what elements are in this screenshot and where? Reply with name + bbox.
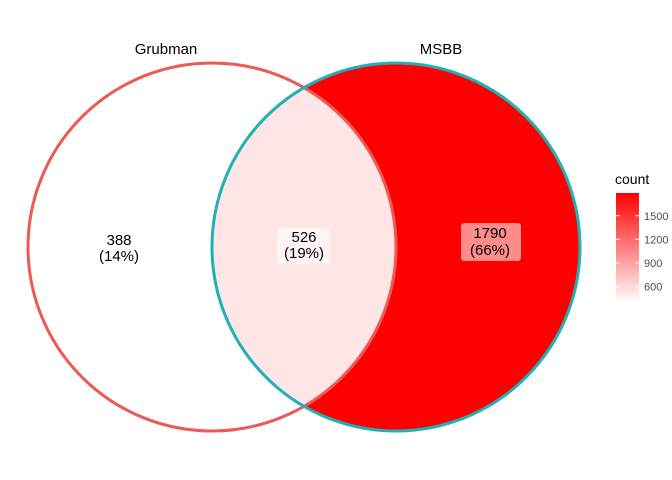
legend-tick-label-3: 1500 (644, 211, 668, 223)
circle-outline-grubman (26, 61, 398, 433)
region-count-msbb-only: 1790 (473, 225, 506, 242)
legend-title: count (615, 171, 649, 187)
legend-tick-label-1: 900 (644, 258, 662, 270)
region-fill-overlap (212, 63, 396, 431)
legend: count 600 900 1200 1500 (615, 171, 668, 303)
region-percent-msbb-only: (66%) (470, 242, 510, 259)
region-label-overlap: 526 (19%) (277, 228, 330, 264)
set-label-msbb: MSBB (420, 41, 463, 58)
circle-outline-msbb (210, 61, 582, 433)
legend-colorbar (616, 193, 639, 303)
set-label-grubman: Grubman (135, 41, 198, 58)
region-count-overlap: 526 (291, 229, 316, 246)
region-percent-grubman-only: (14%) (99, 248, 139, 265)
region-percent-overlap: (19%) (284, 245, 324, 262)
region-label-grubman-only: 388 (14%) (92, 230, 140, 266)
legend-tick-label-0: 600 (644, 281, 662, 293)
legend-tick-label-2: 1200 (644, 234, 668, 246)
region-count-grubman-only: 388 (106, 232, 131, 249)
region-label-msbb-only: 1790 (66%) (461, 223, 521, 261)
